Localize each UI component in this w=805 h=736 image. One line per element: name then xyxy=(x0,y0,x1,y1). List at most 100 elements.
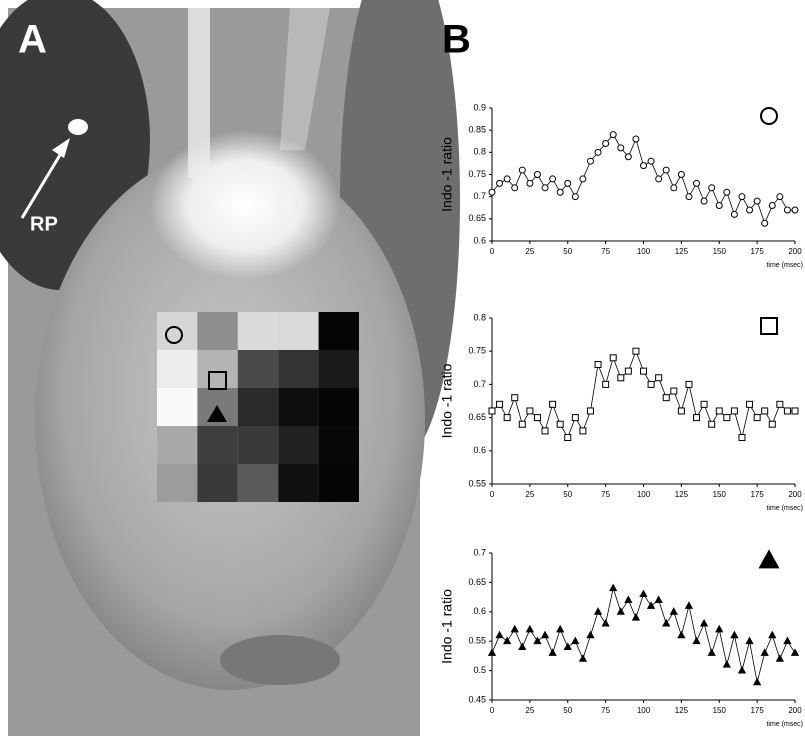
marker xyxy=(699,618,709,627)
marker xyxy=(624,153,632,161)
series-line xyxy=(491,586,796,683)
marker xyxy=(708,420,716,428)
marker xyxy=(563,642,572,650)
marker xyxy=(677,630,686,639)
marker xyxy=(693,179,701,187)
roi-tile xyxy=(278,464,319,502)
y-tick-label: 0.7 xyxy=(473,379,486,389)
marker xyxy=(640,367,647,375)
roi-tile xyxy=(318,388,359,426)
marker xyxy=(775,654,784,662)
roi-tile xyxy=(237,464,279,502)
y-tick-label: 0.5 xyxy=(473,665,486,675)
marker xyxy=(783,407,791,415)
x-axis-label: time (msec) xyxy=(766,721,803,728)
y-tick-label: 0.8 xyxy=(473,312,486,322)
legend-symbol xyxy=(760,317,778,335)
roi-tile xyxy=(237,426,279,464)
marker xyxy=(662,394,670,402)
marker xyxy=(540,630,550,639)
y-tick-label: 0.65 xyxy=(468,577,486,587)
marker xyxy=(791,407,799,415)
marker xyxy=(715,624,724,633)
roi-tile xyxy=(278,350,319,388)
marker xyxy=(632,135,640,143)
roi-tile xyxy=(197,350,238,388)
roi-tile xyxy=(318,464,359,502)
roi-tile xyxy=(318,350,359,388)
marker xyxy=(564,179,572,187)
marker xyxy=(707,648,716,656)
x-tick-label: 150 xyxy=(713,490,727,499)
marker xyxy=(541,427,549,435)
y-tick-label: 0.75 xyxy=(468,169,486,179)
marker xyxy=(578,654,588,662)
roi-tile xyxy=(197,464,238,502)
marker xyxy=(723,414,731,422)
marker xyxy=(579,427,587,435)
marker xyxy=(487,648,497,656)
marker xyxy=(593,607,603,615)
marker xyxy=(639,589,648,598)
x-tick-label: 25 xyxy=(525,490,534,499)
marker xyxy=(624,595,633,603)
y-tick-label: 0.6 xyxy=(473,235,486,245)
marker xyxy=(737,665,747,674)
marker xyxy=(730,630,739,639)
marker xyxy=(511,184,519,192)
marker xyxy=(700,197,708,205)
x-tick-label: 25 xyxy=(525,247,534,256)
marker xyxy=(753,197,761,205)
marker xyxy=(761,219,769,227)
marker xyxy=(768,202,776,210)
x-tick-label: 175 xyxy=(750,706,764,715)
roi-tile xyxy=(157,312,198,350)
marker xyxy=(746,400,754,408)
x-tick-label: 150 xyxy=(713,247,727,256)
marker xyxy=(685,380,693,388)
marker xyxy=(503,636,512,645)
x-tick-label: 200 xyxy=(788,706,802,715)
marker xyxy=(670,184,678,192)
marker xyxy=(616,607,625,615)
marker xyxy=(609,131,617,139)
marker xyxy=(495,630,504,639)
marker xyxy=(783,206,791,214)
marker xyxy=(571,414,579,422)
x-tick-label: 200 xyxy=(788,247,802,256)
y-tick-label: 0.85 xyxy=(468,125,486,135)
roi-tile xyxy=(197,426,238,464)
roi-tile xyxy=(237,350,279,388)
x-tick-label: 75 xyxy=(601,490,610,499)
marker xyxy=(684,601,694,609)
roi-tile xyxy=(237,312,279,350)
marker xyxy=(647,157,655,165)
marker xyxy=(609,354,617,362)
marker xyxy=(496,179,504,187)
marker xyxy=(503,414,511,422)
panel-label: A xyxy=(18,18,47,62)
marker xyxy=(510,624,519,633)
marker xyxy=(586,157,594,165)
marker xyxy=(647,380,655,388)
roi-tile xyxy=(318,426,359,464)
x-tick-label: 175 xyxy=(750,247,764,256)
roi-tile xyxy=(278,388,319,426)
marker xyxy=(776,400,784,408)
marker xyxy=(503,175,511,183)
marker xyxy=(518,166,526,174)
marker xyxy=(541,184,549,192)
y-axis-label: Indo -1 ratio xyxy=(439,137,455,212)
x-tick-label: 50 xyxy=(563,247,572,256)
marker xyxy=(511,394,519,402)
marker xyxy=(617,144,625,152)
marker xyxy=(722,660,731,668)
marker xyxy=(564,434,572,442)
marker xyxy=(571,636,580,645)
x-tick-label: 125 xyxy=(675,490,689,499)
x-tick-label: 175 xyxy=(750,490,764,499)
x-tick-label: 25 xyxy=(525,706,534,715)
marker xyxy=(677,407,685,415)
x-tick-label: 100 xyxy=(637,706,651,715)
roi-tile xyxy=(278,312,319,350)
